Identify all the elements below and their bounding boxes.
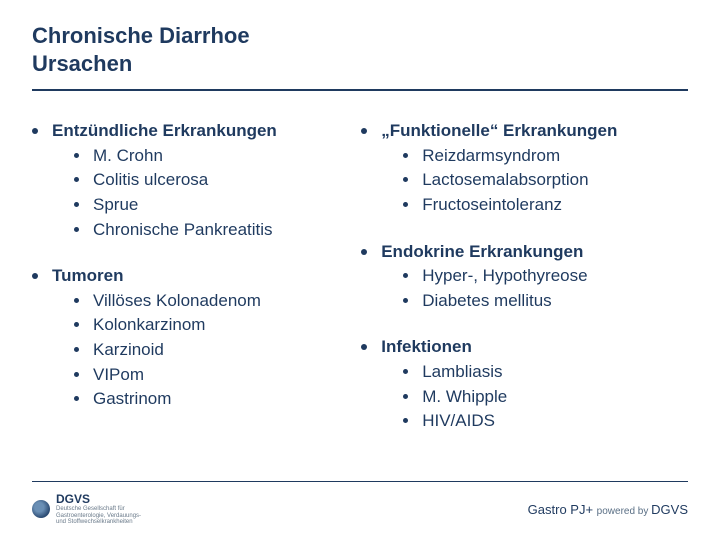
logo-text-block: DGVS Deutsche Gesellschaft für Gastroent… (56, 492, 146, 526)
list-item: Kolonkarzinom (74, 313, 343, 338)
footer-logo: DGVS Deutsche Gesellschaft für Gastroent… (32, 492, 146, 526)
footer-org: DGVS (651, 502, 688, 517)
item-text: VIPom (93, 363, 144, 388)
list-item: Lactosemalabsorption (403, 168, 688, 193)
bullet-icon (403, 153, 408, 158)
bullet-icon (361, 128, 367, 134)
item-text: Lactosemalabsorption (422, 168, 588, 193)
list-item: M. Whipple (403, 385, 688, 410)
item-text: M. Crohn (93, 144, 163, 169)
bullet-icon (74, 177, 79, 182)
item-text: Fructoseintoleranz (422, 193, 562, 218)
item-text: HIV/AIDS (422, 409, 495, 434)
sub-list: Hyper-, Hypothyreose Diabetes mellitus (403, 264, 688, 313)
sub-list: Lambliasis M. Whipple HIV/AIDS (403, 360, 688, 434)
bullet-icon (74, 202, 79, 207)
bullet-icon (361, 344, 367, 350)
group-functional: „Funktionelle“ Erkrankungen Reizdarmsynd… (361, 119, 688, 218)
bullet-icon (74, 322, 79, 327)
logo-text: DGVS (56, 492, 146, 506)
list-item: Fructoseintoleranz (403, 193, 688, 218)
slide-title: Chronische Diarrhoe Ursachen (32, 22, 688, 77)
sub-list: M. Crohn Colitis ulcerosa Sprue Chronisc… (74, 144, 343, 243)
bullet-icon (403, 369, 408, 374)
group-heading: „Funktionelle“ Erkrankungen (381, 119, 617, 144)
list-item: HIV/AIDS (403, 409, 688, 434)
list-item: Karzinoid (74, 338, 343, 363)
sub-list: Villöses Kolonadenom Kolonkarzinom Karzi… (74, 289, 343, 412)
bullet-icon (403, 394, 408, 399)
list-item: Hyper-, Hypothyreose (403, 264, 688, 289)
item-text: Hyper-, Hypothyreose (422, 264, 587, 289)
bullet-icon (32, 273, 38, 279)
bullet-icon (403, 273, 408, 278)
bullet-icon (361, 249, 367, 255)
title-line-2: Ursachen (32, 51, 132, 76)
list-item: M. Crohn (74, 144, 343, 169)
bullet-icon (74, 396, 79, 401)
item-text: M. Whipple (422, 385, 507, 410)
group-head: Tumoren (32, 264, 343, 289)
list-item: Colitis ulcerosa (74, 168, 343, 193)
footer-right: Gastro PJ+ powered by DGVS (528, 502, 688, 517)
group-endocrine: Endokrine Erkrankungen Hyper-, Hypothyre… (361, 240, 688, 314)
item-text: Karzinoid (93, 338, 164, 363)
bullet-icon (74, 372, 79, 377)
logo-subtext: Deutsche Gesellschaft für Gastroenterolo… (56, 506, 146, 526)
content-columns: Entzündliche Erkrankungen M. Crohn Colit… (32, 119, 688, 456)
list-item: VIPom (74, 363, 343, 388)
group-heading: Endokrine Erkrankungen (381, 240, 583, 265)
logo-icon (32, 500, 50, 518)
bullet-icon (74, 347, 79, 352)
list-item: Villöses Kolonadenom (74, 289, 343, 314)
footer-powered: powered by (597, 506, 651, 517)
slide: Chronische Diarrhoe Ursachen Entzündlich… (0, 0, 720, 540)
bullet-icon (403, 418, 408, 423)
group-head: Endokrine Erkrankungen (361, 240, 688, 265)
group-heading: Entzündliche Erkrankungen (52, 119, 277, 144)
column-right: „Funktionelle“ Erkrankungen Reizdarmsynd… (361, 119, 688, 456)
group-inflammatory: Entzündliche Erkrankungen M. Crohn Colit… (32, 119, 343, 242)
item-text: Reizdarmsyndrom (422, 144, 560, 169)
item-text: Kolonkarzinom (93, 313, 205, 338)
item-text: Diabetes mellitus (422, 289, 551, 314)
footer-brand: Gastro PJ+ (528, 502, 597, 517)
list-item: Gastrinom (74, 387, 343, 412)
item-text: Lambliasis (422, 360, 502, 385)
bullet-icon (74, 227, 79, 232)
list-item: Lambliasis (403, 360, 688, 385)
group-head: Infektionen (361, 335, 688, 360)
list-item: Diabetes mellitus (403, 289, 688, 314)
bullet-icon (74, 298, 79, 303)
list-item: Sprue (74, 193, 343, 218)
bullet-icon (74, 153, 79, 158)
bullet-icon (403, 202, 408, 207)
group-tumors: Tumoren Villöses Kolonadenom Kolonkarzin… (32, 264, 343, 412)
item-text: Sprue (93, 193, 138, 218)
footer: DGVS Deutsche Gesellschaft für Gastroent… (32, 488, 688, 530)
sub-list: Reizdarmsyndrom Lactosemalabsorption Fru… (403, 144, 688, 218)
title-rule (32, 89, 688, 91)
item-text: Villöses Kolonadenom (93, 289, 261, 314)
group-head: „Funktionelle“ Erkrankungen (361, 119, 688, 144)
bullet-icon (32, 128, 38, 134)
list-item: Reizdarmsyndrom (403, 144, 688, 169)
bullet-icon (403, 177, 408, 182)
bullet-icon (403, 298, 408, 303)
title-line-1: Chronische Diarrhoe (32, 23, 250, 48)
item-text: Chronische Pankreatitis (93, 218, 273, 243)
footer-rule (32, 481, 688, 482)
group-heading: Infektionen (381, 335, 472, 360)
column-left: Entzündliche Erkrankungen M. Crohn Colit… (32, 119, 343, 456)
item-text: Colitis ulcerosa (93, 168, 208, 193)
group-infections: Infektionen Lambliasis M. Whipple HIV/AI… (361, 335, 688, 434)
item-text: Gastrinom (93, 387, 171, 412)
list-item: Chronische Pankreatitis (74, 218, 343, 243)
group-heading: Tumoren (52, 264, 123, 289)
group-head: Entzündliche Erkrankungen (32, 119, 343, 144)
